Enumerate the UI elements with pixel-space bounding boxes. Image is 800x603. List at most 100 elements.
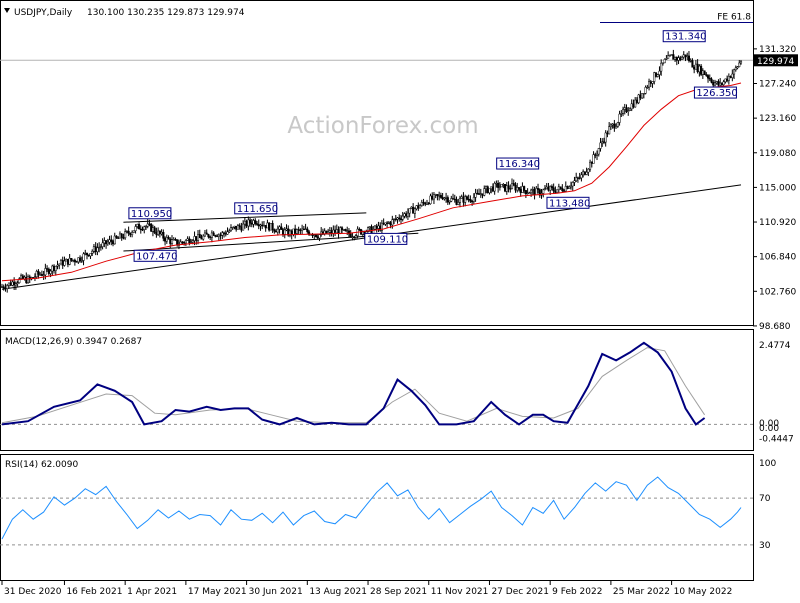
candle-body [285, 228, 288, 231]
candle-body [727, 75, 730, 81]
candle-body [738, 62, 741, 67]
candle-body [684, 54, 687, 58]
candle-body [431, 195, 434, 200]
candle-body [193, 236, 196, 241]
candle-body [646, 86, 649, 89]
price-label: 116.340 [499, 159, 540, 170]
candle-body [580, 174, 583, 179]
candle-body [620, 113, 623, 115]
candle-body [632, 103, 635, 108]
candle-body [247, 219, 250, 227]
candle-body [559, 186, 562, 189]
candle-body [294, 228, 297, 234]
candle-body [504, 184, 507, 192]
candle-body [672, 54, 675, 60]
candle-body [37, 271, 40, 275]
candle-body [11, 281, 14, 286]
candle-body [625, 107, 628, 112]
time-tick-label: 11 Nov 2021 [431, 587, 489, 597]
candle-body [254, 220, 257, 224]
price-tick-label: 127.240 [759, 80, 796, 90]
candle-body [68, 258, 71, 265]
candle-body [701, 70, 704, 75]
candle-body [457, 202, 460, 205]
price-axis: 131.320 127.240 123.160 119.080 115.000 110.9… [753, 45, 796, 332]
candle-body [66, 258, 69, 265]
time-tick-label: 28 Sep 2021 [370, 587, 427, 597]
candle-body [679, 57, 682, 60]
candle-body [729, 75, 732, 78]
candle-body [384, 222, 387, 225]
time-tick-label: 25 Mar 2022 [613, 587, 670, 597]
candle-body [137, 223, 141, 230]
candle-body [719, 82, 722, 86]
candle-body [219, 234, 222, 237]
candle-body [441, 197, 444, 200]
candle-body [675, 57, 678, 61]
candle-body [191, 240, 194, 243]
candle-body [186, 238, 189, 241]
price-tick-label: 98.680 [759, 322, 791, 332]
candle-body [46, 268, 49, 270]
candle-body [689, 60, 692, 62]
candle-body [358, 228, 361, 231]
rsi-axis: 100 70 30 [0, 459, 776, 551]
candle-body [594, 154, 597, 156]
candle-body [571, 182, 574, 187]
candle-body [153, 227, 156, 233]
price-tick-label: 119.080 [759, 149, 796, 159]
candle-body [448, 200, 451, 203]
header-triangle-icon [4, 8, 10, 13]
candle-body [458, 198, 462, 203]
candle-body [498, 186, 501, 188]
candle-body [158, 230, 161, 235]
candle-body [422, 202, 425, 204]
candle-body [347, 230, 350, 235]
candle-body [334, 229, 337, 233]
candle-body [262, 225, 265, 227]
candle-body [209, 236, 212, 238]
candle-body [399, 218, 403, 220]
candle-body [94, 246, 97, 252]
candle-body [233, 225, 236, 228]
candle-body [91, 250, 94, 254]
candle-body [653, 72, 656, 82]
candle-body [226, 231, 229, 235]
candle-body [105, 240, 108, 245]
candle-body [549, 186, 552, 191]
candle-body [389, 222, 392, 226]
candle-body [712, 82, 715, 86]
candle-body [491, 186, 494, 192]
candle-body [96, 247, 99, 252]
candle-body [314, 234, 318, 238]
candle-body [434, 194, 437, 196]
candle-body [713, 82, 717, 86]
candle-body [25, 276, 28, 283]
candle-body [446, 197, 449, 203]
candle-body [386, 222, 389, 224]
candle-body [125, 230, 128, 233]
candle-body [243, 220, 246, 225]
candle-body [543, 188, 547, 191]
candle-body [495, 182, 498, 185]
candle-body [131, 232, 134, 235]
candle-body [160, 232, 163, 235]
candle-body [618, 113, 621, 123]
candle-body [595, 153, 599, 156]
candle-body [295, 229, 298, 234]
candle-body [648, 81, 651, 88]
candle-body [103, 240, 106, 244]
candles [0, 49, 743, 293]
candle-body [651, 81, 654, 84]
watermark: ActionForex.com [287, 113, 478, 139]
candle-body [183, 242, 186, 244]
candle-body [528, 192, 531, 194]
candle-body [51, 265, 54, 272]
candle-body [157, 230, 160, 235]
candle-body [188, 238, 191, 244]
candle-body [52, 265, 56, 271]
candle-body [87, 254, 90, 257]
candle-body [238, 225, 241, 228]
candle-body [462, 196, 465, 203]
candle-body [155, 232, 158, 235]
